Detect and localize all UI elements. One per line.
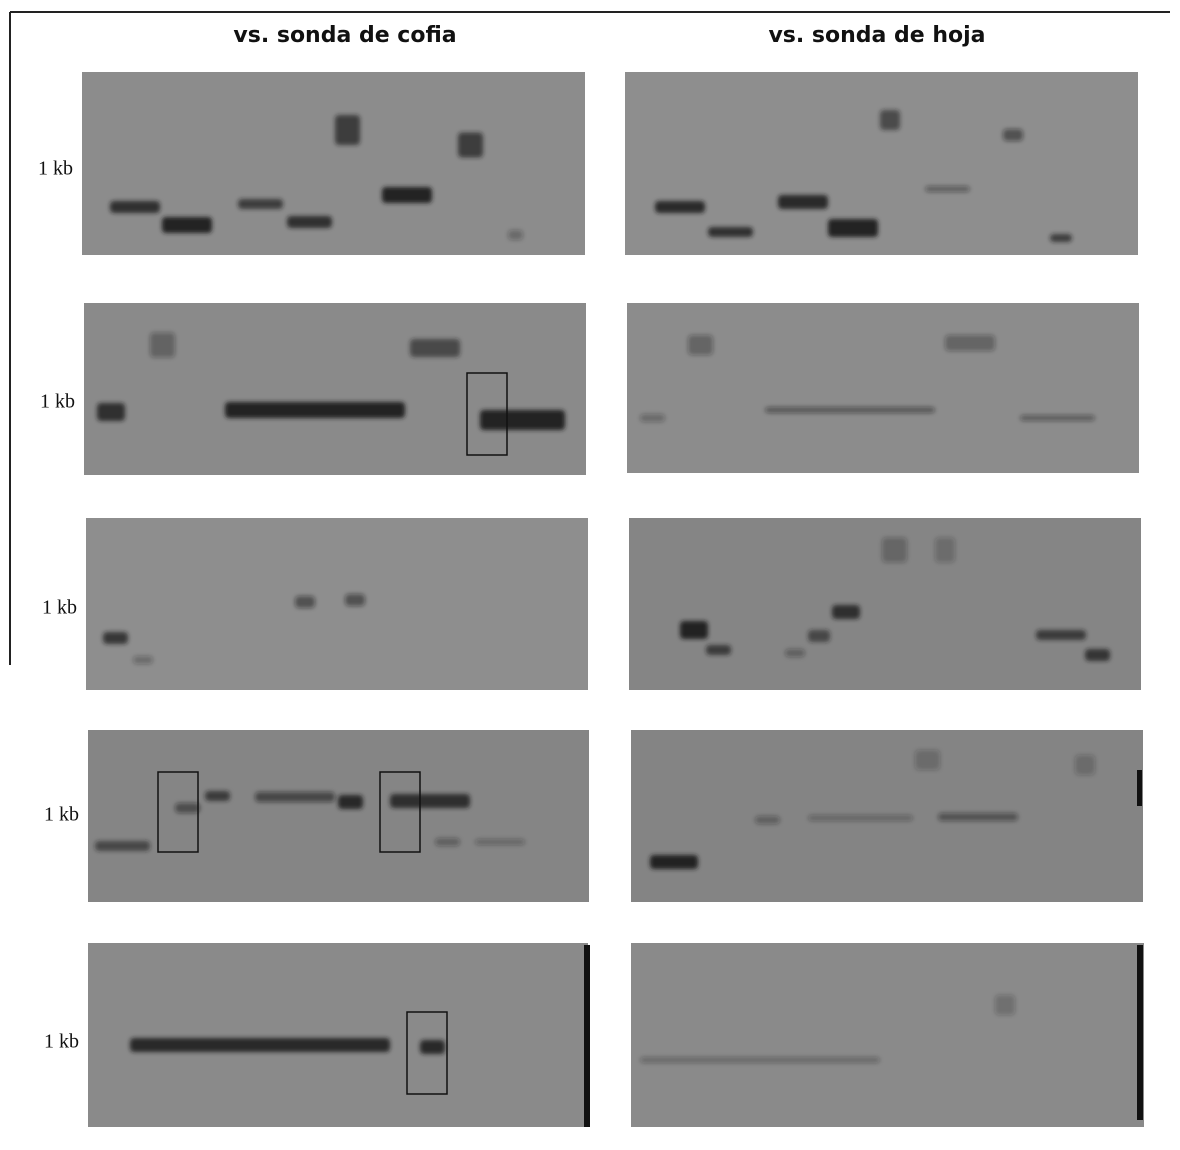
- band: [508, 230, 523, 240]
- blot-panel: [88, 943, 588, 1127]
- band: [410, 339, 460, 357]
- band: [650, 855, 698, 869]
- blot-panel: [631, 943, 1144, 1127]
- band: [1020, 415, 1095, 421]
- band: [880, 110, 900, 130]
- band: [382, 187, 432, 203]
- band: [995, 995, 1015, 1015]
- highlight-box: [466, 372, 508, 456]
- blot-panel: [627, 303, 1139, 473]
- band: [882, 537, 907, 563]
- band: [708, 227, 753, 237]
- blot-panel: [88, 730, 589, 902]
- band: [765, 407, 935, 413]
- band: [832, 605, 860, 619]
- band: [680, 621, 708, 639]
- blot-panel: [84, 303, 586, 475]
- band: [655, 201, 705, 213]
- band: [205, 791, 230, 801]
- band: [480, 410, 565, 430]
- band: [915, 750, 940, 770]
- blots: [82, 72, 1144, 1127]
- band: [338, 795, 363, 809]
- row-label: 1 kb: [44, 1031, 79, 1053]
- band: [435, 838, 460, 846]
- band: [345, 594, 365, 606]
- column-title: vs. sonda de hoja: [768, 23, 985, 48]
- band: [640, 1057, 880, 1063]
- band: [255, 792, 335, 802]
- band: [150, 332, 175, 358]
- band: [1003, 129, 1023, 141]
- band: [103, 632, 128, 644]
- band: [335, 115, 360, 145]
- blot-panel: [625, 72, 1138, 255]
- blot-panel: [82, 72, 585, 255]
- band: [238, 199, 283, 209]
- row-label: 1 kb: [40, 391, 75, 413]
- band: [475, 839, 525, 845]
- band: [755, 816, 780, 824]
- band: [295, 596, 315, 608]
- band: [706, 645, 731, 655]
- band: [175, 803, 200, 813]
- band: [287, 216, 332, 228]
- band: [828, 219, 878, 237]
- band: [785, 649, 805, 657]
- highlight-box: [157, 771, 199, 853]
- blot-panel: [86, 518, 588, 690]
- column-title: vs. sonda de cofia: [233, 23, 456, 48]
- band: [778, 195, 828, 209]
- edge-bar: [1137, 770, 1142, 806]
- edge-bar: [1137, 945, 1143, 1120]
- highlight-box: [379, 771, 421, 853]
- band: [935, 537, 955, 563]
- band: [808, 630, 830, 642]
- band: [1075, 755, 1095, 775]
- row-label: 1 kb: [44, 804, 79, 826]
- band: [808, 815, 913, 821]
- band: [97, 403, 125, 421]
- row-label: 1 kb: [42, 597, 77, 619]
- band: [130, 1038, 390, 1052]
- band: [225, 402, 405, 418]
- row-label: 1 kb: [38, 158, 73, 180]
- highlight-box: [406, 1011, 448, 1095]
- band: [1036, 630, 1086, 640]
- band: [640, 414, 665, 422]
- band: [945, 335, 995, 351]
- band: [390, 794, 470, 808]
- band: [95, 841, 150, 851]
- band: [938, 813, 1018, 821]
- band: [688, 335, 713, 355]
- edge-bar: [584, 945, 590, 1127]
- band: [110, 201, 160, 213]
- band: [162, 217, 212, 233]
- band: [458, 132, 483, 158]
- band: [133, 656, 153, 664]
- band: [925, 186, 970, 192]
- band: [420, 1040, 445, 1054]
- band: [1085, 649, 1110, 661]
- band: [1050, 234, 1072, 242]
